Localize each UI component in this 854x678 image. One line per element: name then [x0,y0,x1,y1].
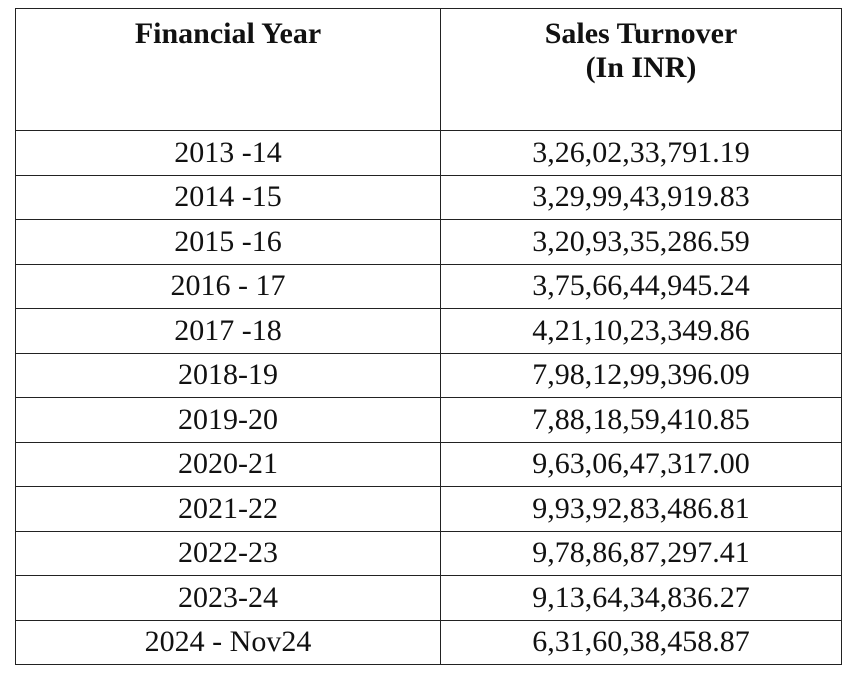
table-row: 2018-19 7,98,12,99,396.09 [15,352,842,398]
table-row: 2017 -18 4,21,10,23,349.86 [15,308,842,354]
turnover-cell: 3,29,99,43,919.83 [440,174,842,220]
turnover-table: Financial Year Sales Turnover (In INR) 2… [15,8,842,665]
table-row: 2023-24 9,13,64,34,836.27 [15,575,842,621]
year-cell: 2019-20 [15,397,441,443]
year-cell: 2016 - 17 [15,263,441,309]
turnover-cell: 9,63,06,47,317.00 [440,441,842,487]
table-row: 2016 - 17 3,75,66,44,945.24 [15,263,842,309]
table-row: 2020-21 9,63,06,47,317.00 [15,441,842,487]
year-cell: 2022-23 [15,530,441,576]
turnover-cell: 6,31,60,38,458.87 [440,619,842,665]
year-cell: 2018-19 [15,352,441,398]
table-row: 2021-22 9,93,92,83,486.81 [15,486,842,532]
year-cell: 2023-24 [15,575,441,621]
turnover-cell: 7,98,12,99,396.09 [440,352,842,398]
turnover-cell: 3,20,93,35,286.59 [440,219,842,265]
turnover-cell: 3,26,02,33,791.19 [440,130,842,176]
table-row: 2013 -14 3,26,02,33,791.19 [15,130,842,176]
turnover-cell: 9,13,64,34,836.27 [440,575,842,621]
year-cell: 2017 -18 [15,308,441,354]
turnover-cell: 9,78,86,87,297.41 [440,530,842,576]
table-row: 2015 -16 3,20,93,35,286.59 [15,219,842,265]
table-row: 2024 - Nov24 6,31,60,38,458.87 [15,619,842,665]
year-cell: 2014 -15 [15,174,441,220]
turnover-cell: 4,21,10,23,349.86 [440,308,842,354]
header-text: Sales Turnover [544,17,738,50]
header-text: Financial Year [134,17,322,50]
turnover-cell: 9,93,92,83,486.81 [440,486,842,532]
header-row: Financial Year Sales Turnover (In INR) [15,8,842,131]
table-row: 2022-23 9,78,86,87,297.41 [15,530,842,576]
year-cell: 2021-22 [15,486,441,532]
year-cell: 2013 -14 [15,130,441,176]
year-cell: 2024 - Nov24 [15,619,441,665]
table-body: 2013 -14 3,26,02,33,791.19 2014 -15 3,29,99… [15,130,842,665]
year-cell: 2020-21 [15,441,441,487]
turnover-cell: 7,88,18,59,410.85 [440,397,842,443]
header-text: (In INR) [585,51,697,84]
year-cell: 2015 -16 [15,219,441,265]
header-cell: Financial Year [15,8,441,131]
turnover-cell: 3,75,66,44,945.24 [440,263,842,309]
table-row: 2014 -15 3,29,99,43,919.83 [15,174,842,220]
header-cell: Sales Turnover (In INR) [440,8,842,131]
table-row: 2019-20 7,88,18,59,410.85 [15,397,842,443]
